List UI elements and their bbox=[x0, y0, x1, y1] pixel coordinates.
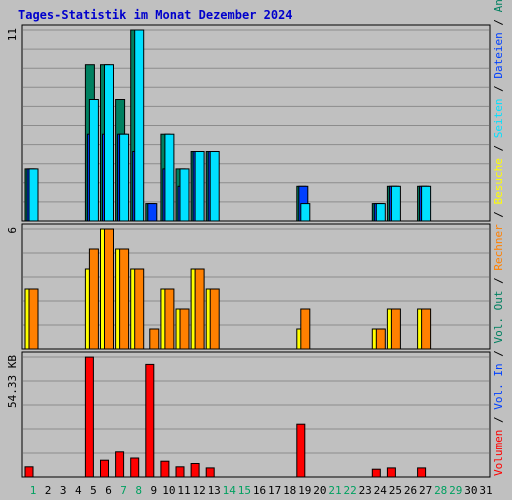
x-tick-label-day-20: 20 bbox=[313, 484, 326, 497]
legend-separator: / bbox=[492, 138, 505, 158]
x-tick-label-day-10: 10 bbox=[162, 484, 175, 497]
legend-separator: / bbox=[492, 204, 505, 224]
x-tick-label-day-18: 18 bbox=[283, 484, 296, 497]
x-tick-label-day-4: 4 bbox=[75, 484, 82, 497]
volume-bar-volumen-day-7 bbox=[115, 451, 125, 478]
hits-bar-seiten-day-11 bbox=[179, 168, 190, 222]
volume-bar-volumen-day-9 bbox=[145, 363, 155, 478]
visits-bar-rechner-day-11 bbox=[179, 308, 190, 350]
x-tick-label-day-5: 5 bbox=[90, 484, 97, 497]
hits-bar-seiten-day-6 bbox=[104, 64, 114, 222]
x-tick-label-day-29: 29 bbox=[449, 484, 462, 497]
volume-bar-volumen-day-27 bbox=[417, 467, 427, 478]
x-tick-label-day-7: 7 bbox=[120, 484, 127, 497]
x-tick-label-day-12: 12 bbox=[192, 484, 205, 497]
volume-bar-volumen-day-11 bbox=[175, 466, 185, 478]
x-tick-label-day-19: 19 bbox=[298, 484, 311, 497]
visits-bar-rechner-day-25 bbox=[390, 308, 401, 350]
x-tick-label-day-17: 17 bbox=[268, 484, 281, 497]
volume-bar-volumen-day-25 bbox=[386, 467, 396, 478]
legend-separator: / bbox=[492, 79, 505, 99]
x-tick-label-day-26: 26 bbox=[404, 484, 417, 497]
visits-bar-rechner-day-6 bbox=[104, 228, 114, 350]
visits-panel: 6 bbox=[6, 223, 491, 350]
chart-title: Tages-Statistik im Monat Dezember 2024 bbox=[18, 8, 293, 22]
x-tick-label-day-2: 2 bbox=[45, 484, 52, 497]
volume-bar-volumen-day-6 bbox=[100, 459, 109, 478]
legend-entry-besuche: Besuche bbox=[492, 158, 505, 204]
volume-y-axis-label: 54.33 KB bbox=[6, 355, 19, 408]
hits-bar-seiten-day-25 bbox=[390, 185, 401, 222]
x-tick-label-day-11: 11 bbox=[177, 484, 190, 497]
legend-entry-rechner: Rechner bbox=[492, 224, 505, 271]
volume-bar-volumen-day-12 bbox=[190, 463, 200, 478]
volume-bar-volumen-day-1 bbox=[24, 466, 34, 478]
hits-bar-seiten-day-5 bbox=[88, 99, 99, 222]
hits-bar-seiten-day-19 bbox=[300, 203, 311, 222]
hits-bar-seiten-day-10 bbox=[164, 133, 175, 222]
legend-separator: / bbox=[492, 12, 505, 32]
visits-bar-rechner-day-10 bbox=[164, 288, 175, 350]
legend-entry-vol_out: Vol. Out bbox=[492, 291, 505, 344]
x-tick-label-day-30: 30 bbox=[464, 484, 477, 497]
x-tick-label-day-9: 9 bbox=[150, 484, 157, 497]
visits-y-axis-label: 6 bbox=[6, 227, 19, 234]
visits-bar-rechner-day-8 bbox=[134, 268, 145, 350]
legend-separator: / bbox=[492, 344, 505, 364]
legend-entry-volumen: Volumen bbox=[492, 430, 505, 476]
legend-entry-anfragen: Anfragen bbox=[492, 0, 505, 12]
hits-bar-seiten-day-1 bbox=[28, 168, 39, 222]
visits-bar-rechner-day-13 bbox=[209, 288, 220, 350]
x-tick-label-day-21: 21 bbox=[328, 484, 341, 497]
hits-panel: 11 bbox=[6, 24, 491, 222]
hits-bar-seiten-day-7 bbox=[119, 133, 130, 222]
hits-bar-seiten-day-8 bbox=[134, 29, 145, 222]
visits-bar-rechner-day-9 bbox=[149, 328, 160, 350]
x-tick-label-day-15: 15 bbox=[238, 484, 251, 497]
legend-entry-vol_in: Vol. In bbox=[492, 363, 505, 409]
hits-y-axis-label: 11 bbox=[6, 28, 19, 41]
x-tick-label-day-8: 8 bbox=[135, 484, 142, 497]
volume-bar-volumen-day-8 bbox=[130, 457, 140, 478]
x-tick-label-day-25: 25 bbox=[389, 484, 402, 497]
x-tick-label-day-14: 14 bbox=[223, 484, 237, 497]
x-tick-label-day-16: 16 bbox=[253, 484, 266, 497]
visits-bar-rechner-day-24 bbox=[375, 328, 386, 350]
volume-bar-volumen-day-5 bbox=[84, 356, 94, 478]
legend-entry-dateien: Dateien bbox=[492, 32, 505, 78]
hits-bar-dateien-day-9 bbox=[147, 203, 158, 222]
x-tick-label-day-6: 6 bbox=[105, 484, 112, 497]
visits-bar-rechner-day-1 bbox=[28, 288, 39, 350]
x-tick-label-day-1: 1 bbox=[30, 484, 37, 497]
visits-bar-rechner-day-7 bbox=[119, 248, 130, 350]
hits-bar-seiten-day-13 bbox=[209, 151, 220, 222]
x-tick-label-day-24: 24 bbox=[374, 484, 388, 497]
legend-separator: / bbox=[492, 410, 505, 430]
volume-bar-volumen-day-24 bbox=[371, 468, 381, 478]
legend-separator: / bbox=[492, 271, 505, 291]
legend-entry-seiten: Seiten bbox=[492, 98, 505, 138]
hits-bar-seiten-day-27 bbox=[421, 185, 432, 222]
volume-panel: 54.33 KB bbox=[6, 351, 491, 478]
hits-bar-seiten-day-24 bbox=[375, 203, 386, 222]
visits-bar-rechner-day-19 bbox=[300, 308, 311, 350]
volume-bar-volumen-day-13 bbox=[205, 467, 215, 478]
volume-plot-area bbox=[21, 351, 491, 478]
visits-bar-rechner-day-5 bbox=[88, 248, 99, 350]
visits-bar-rechner-day-12 bbox=[194, 268, 205, 350]
x-tick-label-day-13: 13 bbox=[208, 484, 221, 497]
volume-bar-volumen-day-10 bbox=[160, 460, 170, 478]
volume-bar-volumen-day-19 bbox=[296, 423, 306, 478]
x-tick-label-day-28: 28 bbox=[434, 484, 447, 497]
x-tick-label-day-27: 27 bbox=[419, 484, 432, 497]
x-tick-label-day-3: 3 bbox=[60, 484, 67, 497]
hits-bar-seiten-day-12 bbox=[194, 151, 205, 222]
legend: Volumen / Vol. In / Vol. Out / Rechner /… bbox=[492, 0, 505, 476]
x-tick-label-day-23: 23 bbox=[359, 484, 372, 497]
visits-bar-rechner-day-27 bbox=[421, 308, 432, 350]
x-tick-label-day-22: 22 bbox=[343, 484, 356, 497]
x-tick-label-day-31: 31 bbox=[479, 484, 492, 497]
